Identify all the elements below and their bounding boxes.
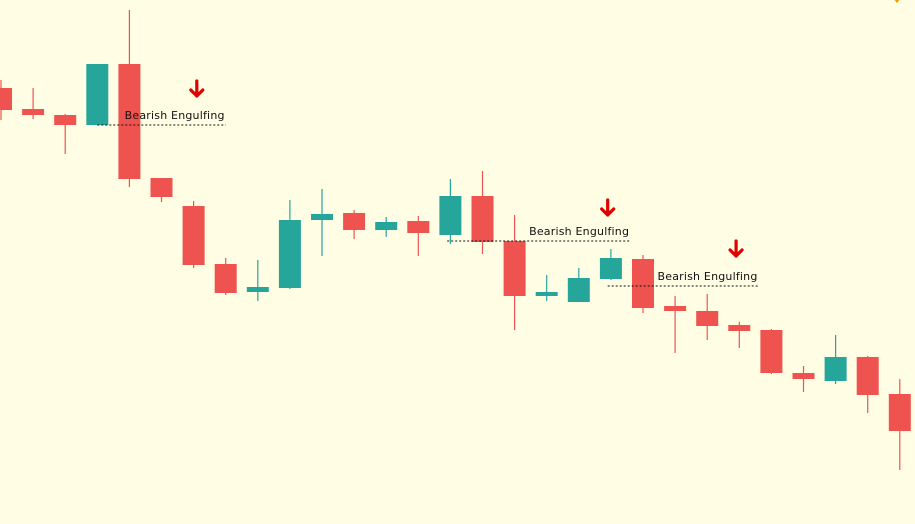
- bullish-candle-body: [439, 196, 462, 235]
- bullish-candle-body: [246, 287, 269, 292]
- bearish-candle-body: [696, 311, 719, 326]
- down-arrow-icon: [600, 198, 616, 217]
- bearish-candle-body: [407, 221, 430, 233]
- bearish-candle-body: [664, 306, 687, 311]
- bearish-candle-body: [760, 330, 783, 373]
- bearish-candle-body: [343, 213, 366, 230]
- bearish-candle-body: [0, 88, 12, 110]
- bearish-candle-body: [503, 241, 526, 296]
- bullish-candle-body: [567, 278, 590, 302]
- bullish-candle-body: [599, 258, 622, 279]
- bullish-candle-body: [824, 357, 847, 381]
- bullish-candle-body: [535, 292, 558, 296]
- bearish-candle-body: [888, 394, 911, 431]
- bullish-candle-body: [278, 220, 301, 288]
- pattern-label: Bearish Engulfing: [529, 225, 629, 238]
- bearish-candle-body: [22, 109, 45, 115]
- pattern-label: Bearish Engulfing: [125, 109, 225, 122]
- bearish-candle-body: [182, 206, 205, 265]
- down-arrow-icon: [728, 239, 744, 258]
- bearish-candle-body: [632, 259, 654, 308]
- bearish-candle-body: [118, 64, 141, 179]
- bearish-candle-body: [728, 325, 751, 331]
- pattern-label: Bearish Engulfing: [657, 270, 757, 283]
- bearish-candle-body: [471, 196, 494, 242]
- bearish-candle-body: [856, 357, 879, 395]
- bearish-candle-body: [792, 373, 815, 379]
- bullish-candle-body: [375, 222, 398, 230]
- bearish-candle-body: [54, 115, 77, 125]
- bearish-candle-body: [214, 264, 237, 293]
- down-arrow-icon: [189, 79, 205, 98]
- bearish-candle-body: [150, 178, 173, 197]
- bullish-candle-body: [311, 214, 333, 220]
- corner-marker-icon: [894, 0, 900, 3]
- bullish-candle-body: [86, 64, 109, 125]
